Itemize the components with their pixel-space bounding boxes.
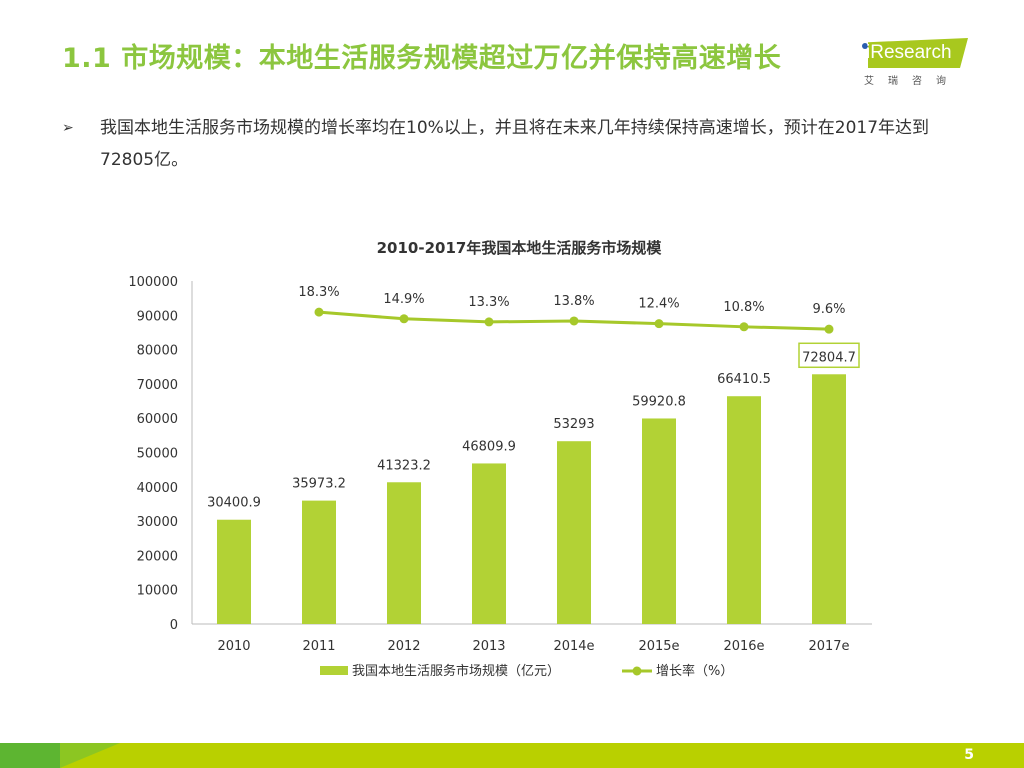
- iresearch-logo: iResearch 艾瑞咨询: [860, 38, 970, 88]
- line-data-label: 14.9%: [383, 292, 424, 307]
- y-tick-label: 80000: [137, 344, 178, 359]
- y-tick-label: 30000: [137, 515, 178, 530]
- bar-data-label: 59920.8: [632, 394, 686, 409]
- arrow-bullet-icon: ➢: [62, 120, 74, 136]
- bar: [642, 418, 676, 624]
- line-data-label: 12.4%: [638, 297, 679, 312]
- legend-bar-swatch: [320, 666, 348, 675]
- x-tick-label: 2016e: [723, 639, 764, 654]
- y-tick-label: 20000: [137, 549, 178, 564]
- line-point: [739, 322, 749, 332]
- x-tick-label: 2017e: [808, 639, 849, 654]
- line-data-label: 18.3%: [298, 285, 339, 300]
- x-tick-label: 2012: [387, 639, 420, 654]
- line-data-label: 13.8%: [553, 294, 594, 309]
- bar-data-label: 30400.9: [207, 496, 261, 511]
- x-tick-label: 2015e: [638, 639, 679, 654]
- line-data-label: 9.6%: [812, 302, 845, 317]
- y-tick-label: 100000: [128, 275, 178, 290]
- line-point: [654, 319, 664, 329]
- footer-bar: 5: [0, 743, 1024, 768]
- x-tick-label: 2011: [302, 639, 335, 654]
- bullet-text: 我国本地生活服务市场规模的增长率均在10%以上，并且将在未来几年持续保持高速增长…: [100, 118, 930, 170]
- y-tick-label: 50000: [137, 447, 178, 462]
- slide-title: 1.1 市场规模：本地生活服务规模超过万亿并保持高速增长: [62, 43, 782, 74]
- y-tick-label: 70000: [137, 378, 178, 393]
- bar: [557, 441, 591, 624]
- x-tick-label: 2010: [217, 639, 250, 654]
- y-tick-label: 40000: [137, 481, 178, 496]
- bar: [302, 500, 336, 624]
- y-tick-label: 60000: [137, 412, 178, 427]
- y-tick-label: 10000: [137, 584, 178, 599]
- bar-data-label: 53293: [553, 417, 594, 432]
- line-point: [569, 316, 579, 326]
- bar-data-label: 46809.9: [462, 439, 516, 454]
- line-point: [484, 317, 494, 327]
- bar: [812, 374, 846, 624]
- x-tick-label: 2014e: [553, 639, 594, 654]
- legend-bar-label: 我国本地生活服务市场规模（亿元）: [352, 663, 560, 679]
- bar: [387, 482, 421, 624]
- highlight-box: [798, 342, 860, 369]
- legend-line-marker: [632, 666, 642, 676]
- bar: [217, 519, 251, 624]
- y-tick-label: 90000: [137, 309, 178, 324]
- bar: [727, 396, 761, 624]
- x-tick-label: 2013: [472, 639, 505, 654]
- line-point: [399, 314, 409, 324]
- line-point: [314, 307, 324, 317]
- bar-data-label: 41323.2: [377, 458, 431, 473]
- bar-data-label: 72804.7: [802, 350, 856, 365]
- line-data-label: 13.3%: [468, 295, 509, 310]
- legend-line-label: 增长率（%）: [656, 663, 733, 679]
- page-number: 5: [964, 747, 974, 763]
- line-data-label: 10.8%: [723, 300, 764, 315]
- y-tick-label: 0: [170, 618, 178, 633]
- line-point: [824, 324, 834, 334]
- bar-data-label: 66410.5: [717, 372, 771, 387]
- bar-data-label: 35973.2: [292, 477, 346, 492]
- bar-line-chart: 2010-2017年我国本地生活服务市场规模 0 10000 20000 30000 40…: [128, 239, 872, 679]
- chart-title: 2010-2017年我国本地生活服务市场规模: [377, 239, 663, 257]
- bar: [472, 463, 506, 624]
